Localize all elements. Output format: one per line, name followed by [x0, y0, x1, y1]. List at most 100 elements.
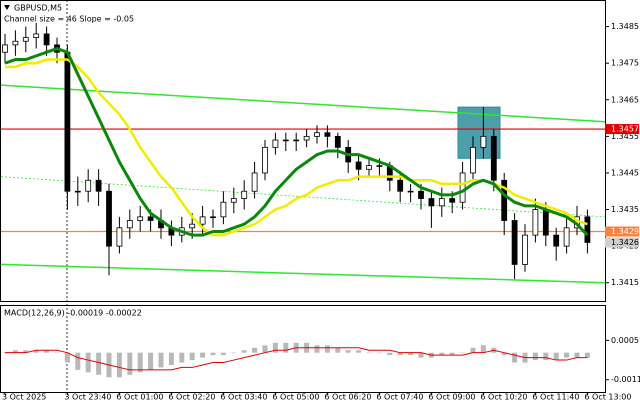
macd-bar — [210, 352, 216, 356]
x-tick-label: 6 Oct 06:20 — [324, 393, 371, 401]
candle-body — [199, 216, 206, 225]
candle-body — [355, 161, 362, 170]
candle-body — [210, 216, 216, 219]
chart-subtitle: Channel size = 46 Slope = -0.05 — [4, 15, 134, 24]
candle-body — [272, 139, 279, 148]
candle-body — [64, 51, 71, 192]
candle-body — [303, 135, 310, 141]
x-tick-label: 6 Oct 07:40 — [376, 393, 423, 401]
macd-bar — [231, 352, 237, 354]
y-tick-label: 1.3435 — [611, 205, 639, 214]
moving-average — [4, 47, 589, 237]
macd-bar — [543, 352, 549, 361]
candle-body — [241, 190, 248, 199]
y-tick-label: -0.0011 — [611, 375, 640, 384]
x-tick-label: 6 Oct 05:00 — [272, 393, 319, 401]
macd-bar — [12, 350, 18, 353]
level-label: 1.3429 — [611, 227, 639, 236]
candle-body — [407, 190, 414, 193]
level-label-bg — [605, 226, 639, 237]
candle-body — [542, 209, 549, 236]
macd-bar — [553, 352, 559, 361]
x-tick-label: 6 Oct 10:20 — [480, 393, 527, 401]
macd-bar — [189, 352, 195, 361]
candle-body — [189, 223, 196, 229]
y-tick-label: 1.3475 — [611, 59, 639, 68]
candle-body — [490, 135, 497, 181]
macd-bar — [418, 352, 424, 358]
macd-bar — [272, 342, 278, 353]
candle-body — [22, 37, 29, 42]
macd-bar — [200, 352, 206, 358]
chart-title: GBPUSD,M5 — [14, 4, 62, 13]
y-tick-label: 1.3465 — [611, 95, 639, 104]
candle-body — [137, 216, 144, 221]
x-tick-label: 6 Oct 13:00 — [584, 393, 631, 401]
x-tick-label: 6 Oct 11:40 — [532, 393, 579, 401]
main-frame — [0, 0, 606, 302]
candle-body — [262, 146, 268, 174]
last-price-bg — [605, 237, 639, 248]
candle-body — [95, 179, 102, 192]
candle-body — [334, 135, 341, 148]
candle-body — [116, 227, 123, 247]
candle-body — [480, 135, 487, 148]
candle-body — [366, 165, 372, 170]
candle-body — [522, 234, 528, 265]
macd-bar — [44, 350, 50, 353]
candle-body — [293, 139, 300, 142]
candle-body — [2, 44, 8, 53]
macd-bar — [33, 350, 39, 353]
macd-bar — [158, 352, 164, 368]
macd-bar — [168, 352, 174, 365]
macd-bar — [376, 352, 382, 354]
candle-body — [85, 179, 92, 192]
channel-line — [0, 263, 606, 284]
level-label: 1.3457 — [611, 125, 639, 134]
candle-body — [397, 179, 404, 192]
y-tick-label: 1.3455 — [611, 132, 639, 141]
x-tick-label: 6 Oct 01:00 — [116, 393, 163, 401]
level-label-bg — [605, 124, 639, 135]
candle-body — [106, 190, 112, 247]
macd-bar — [116, 352, 122, 378]
plot-layer: 1.3485 1.3475 1.3465 1.3455 1.3445 1.3435 1.34… — [0, 22, 640, 401]
macd-bar — [356, 350, 362, 353]
candle-body — [74, 190, 81, 193]
last-price-label: 1.3426 — [611, 238, 639, 247]
macd-bar — [64, 352, 70, 363]
y-tick-label: 0.0005 — [611, 336, 639, 345]
x-tick-label: 6 Oct 02:20 — [168, 393, 215, 401]
candle-body — [12, 40, 19, 46]
macd-bar — [532, 352, 538, 361]
macd-title: MACD(12,26,9) -0.00019 -0.00022 — [4, 309, 142, 318]
macd-bar — [449, 352, 455, 356]
macd-bar — [137, 352, 143, 373]
macd-bar — [335, 347, 341, 353]
macd-bar — [252, 347, 258, 353]
macd-bar — [179, 352, 185, 363]
candle-body — [584, 216, 591, 243]
candle-body — [282, 139, 289, 142]
candle-body — [126, 220, 133, 229]
candle-body — [470, 146, 476, 174]
macd-bar — [387, 352, 393, 356]
candle-body — [220, 201, 227, 218]
macd-bar — [564, 352, 570, 358]
candle-body — [314, 132, 320, 137]
candle-body — [230, 198, 237, 203]
title-icon — [4, 5, 10, 10]
macd-bar — [75, 352, 81, 370]
candle-body — [324, 132, 331, 137]
candle-body — [438, 198, 445, 207]
candle-body — [147, 216, 154, 221]
x-tick-label: 3 Oct 23:40 — [64, 393, 111, 401]
x-tick-label: 6 Oct 03:40 — [220, 393, 267, 401]
macd-bar — [148, 352, 154, 370]
channel-line — [0, 84, 606, 123]
y-tick-label: 1.3485 — [611, 22, 639, 31]
y-tick-label: 1.3445 — [611, 168, 639, 177]
macd-frame — [0, 305, 606, 393]
macd-bar — [324, 345, 330, 353]
